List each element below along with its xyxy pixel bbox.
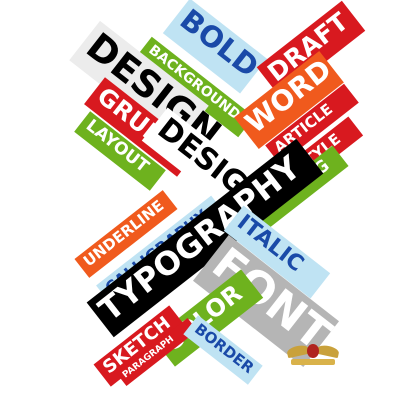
emblem-right-wing (316, 343, 340, 359)
emblem-core (307, 344, 319, 358)
emblem-banner (291, 359, 335, 365)
winged-emblem-icon (285, 340, 341, 370)
